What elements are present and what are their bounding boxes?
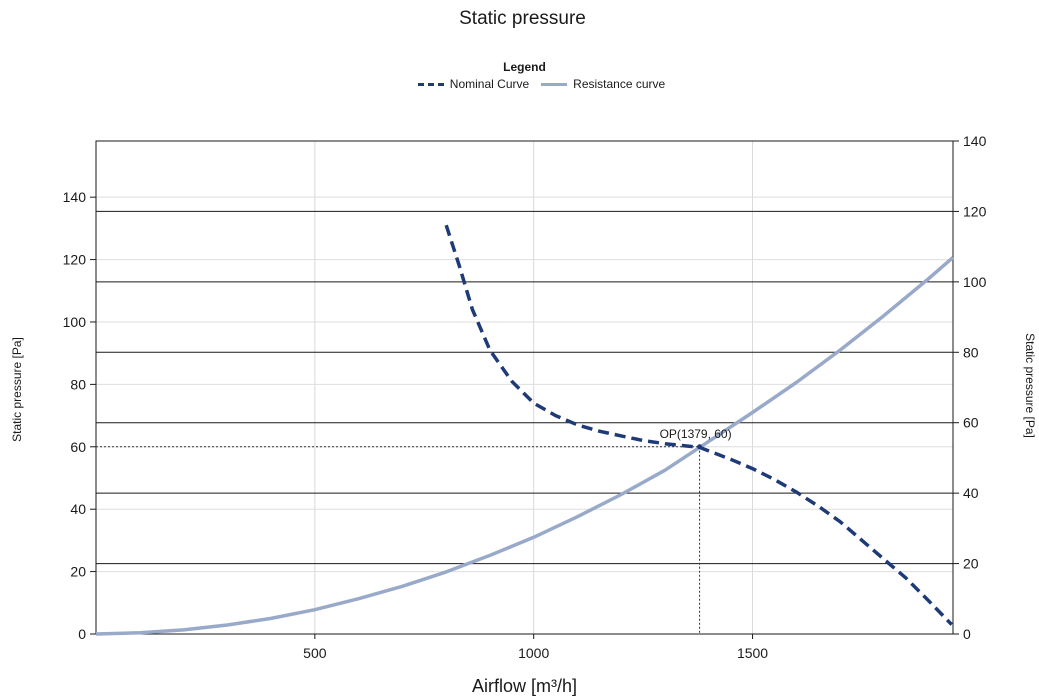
y2-tick-label: 120 bbox=[963, 203, 987, 219]
y2-tick-label: 140 bbox=[963, 133, 987, 149]
nominal-curve-line bbox=[444, 224, 953, 626]
y2-tick-label: 100 bbox=[963, 274, 987, 290]
x-axis-title: Airflow [m³/h] bbox=[472, 676, 577, 696]
x-tick-label: 1500 bbox=[737, 645, 768, 661]
y2-tick-label: 20 bbox=[963, 556, 979, 572]
y-tick-label: 20 bbox=[70, 564, 86, 580]
y2-tick-label: 40 bbox=[963, 485, 979, 501]
y2-axis-title: Static pressure [Pa] bbox=[1023, 333, 1037, 438]
legend-label-resistance: Resistance curve bbox=[573, 77, 666, 91]
y-tick-label: 40 bbox=[70, 501, 86, 517]
operating-point-marker bbox=[697, 444, 703, 450]
y-tick-label: 120 bbox=[63, 252, 87, 268]
y-tick-label: 60 bbox=[70, 439, 86, 455]
legend-entries: Nominal Curve Resistance curve bbox=[44, 77, 1039, 91]
y-tick-label: 100 bbox=[63, 314, 87, 330]
legend-item-resistance: Resistance curve bbox=[541, 77, 665, 91]
chart-title: Static pressure bbox=[459, 8, 586, 29]
nominal-curve-swatch bbox=[417, 82, 444, 86]
y-tick-label: 80 bbox=[70, 376, 86, 392]
legend-title: Legend bbox=[503, 60, 546, 74]
legend: Legend Nominal Curve Resistance curve bbox=[0, 60, 1039, 91]
resistance-curve-swatch bbox=[541, 82, 568, 86]
y2-tick-label: 80 bbox=[963, 344, 979, 360]
resistance-curve-line bbox=[95, 256, 955, 636]
y2-tick-label: 0 bbox=[963, 626, 971, 642]
x-tick-label: 1000 bbox=[518, 645, 549, 661]
y-tick-label: 0 bbox=[78, 626, 86, 642]
legend-item-nominal: Nominal Curve bbox=[417, 77, 530, 91]
plot-frame bbox=[95, 140, 954, 635]
y2-tick-label: 60 bbox=[963, 415, 979, 431]
y-tick-label: 140 bbox=[63, 189, 87, 205]
legend-label-nominal: Nominal Curve bbox=[449, 77, 530, 91]
operating-point-label: OP(1379, 60) bbox=[660, 427, 732, 441]
y-axis-title: Static pressure [Pa] bbox=[10, 337, 24, 442]
x-tick-label: 500 bbox=[303, 645, 327, 661]
